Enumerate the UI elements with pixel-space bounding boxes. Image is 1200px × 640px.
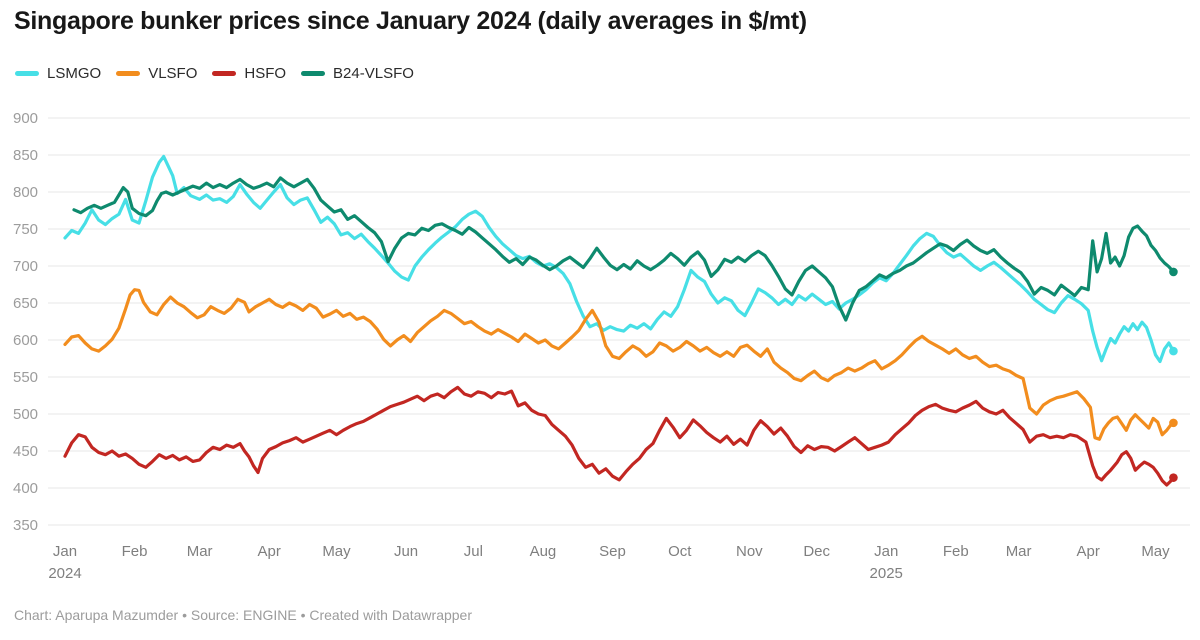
legend-label-lsmgo: LSMGO: [47, 65, 102, 82]
series-endpoint-hsfo[interactable]: [1169, 473, 1178, 482]
x-axis-year-label: 2024: [48, 565, 81, 582]
x-axis-tick-label: Dec: [803, 543, 830, 560]
x-axis-tick-label: Nov: [736, 543, 763, 560]
x-axis-tick-label: Oct: [668, 543, 692, 560]
x-axis-tick-label: Jan: [53, 543, 77, 560]
legend-swatch-b24-vlsfo-icon: [301, 71, 326, 76]
series-line-b24-vlsfo[interactable]: [72, 176, 1176, 322]
x-axis-year-label: 2025: [870, 565, 903, 582]
chart-credit: Chart: Aparupa Mazumder • Source: ENGINE…: [14, 607, 473, 623]
legend-label-b24-vlsfo: B24-VLSFO: [333, 65, 414, 82]
y-axis-tick-label: 750: [13, 221, 38, 238]
x-axis-tick-label: Sep: [599, 543, 626, 560]
legend-item-b24-vlsfo[interactable]: B24-VLSFO: [301, 66, 414, 81]
x-axis-tick-label: Jul: [464, 543, 483, 560]
series-line-hsfo[interactable]: [63, 385, 1176, 487]
y-axis-tick-label: 900: [13, 110, 38, 127]
y-axis-tick-label: 450: [13, 443, 38, 460]
legend-label-hsfo: HSFO: [244, 65, 287, 82]
legend-swatch-vlsfo-icon: [116, 71, 141, 76]
y-axis-tick-label: 850: [13, 147, 38, 164]
legend-item-lsmgo[interactable]: LSMGO: [15, 66, 101, 81]
x-axis-tick-label: May: [1141, 543, 1170, 560]
x-axis-tick-label: Apr: [1077, 543, 1100, 560]
y-axis-tick-label: 600: [13, 332, 38, 349]
x-axis-tick-label: Apr: [258, 543, 281, 560]
x-axis-tick-label: Aug: [530, 543, 557, 560]
y-axis-tick-label: 550: [13, 369, 38, 386]
chart-legend: LSMGO VLSFO HSFO B24-VLSFO: [15, 66, 414, 81]
x-axis-tick-label: May: [322, 543, 351, 560]
series-endpoint-b24-vlsfo[interactable]: [1169, 267, 1178, 277]
legend-item-hsfo[interactable]: HSFO: [212, 66, 286, 81]
x-axis-tick-label: Jun: [394, 543, 418, 560]
x-axis-tick-label: Mar: [187, 543, 213, 560]
legend-label-vlsfo: VLSFO: [148, 65, 198, 82]
y-axis-tick-label: 800: [13, 184, 38, 201]
x-axis-tick-label: Mar: [1006, 543, 1032, 560]
legend-item-vlsfo[interactable]: VLSFO: [116, 66, 197, 81]
legend-swatch-hsfo-icon: [212, 71, 237, 76]
x-axis-tick-label: Jan: [874, 543, 898, 560]
y-axis-tick-label: 350: [13, 517, 38, 534]
x-axis-tick-label: Feb: [122, 543, 148, 560]
series-line-lsmgo[interactable]: [63, 154, 1176, 364]
y-axis-tick-label: 400: [13, 480, 38, 497]
page-title: Singapore bunker prices since January 20…: [14, 7, 807, 35]
legend-swatch-lsmgo-icon: [15, 71, 39, 76]
y-axis-tick-label: 700: [13, 258, 38, 275]
x-axis-tick-label: Feb: [943, 543, 969, 560]
series-line-vlsfo[interactable]: [63, 288, 1176, 441]
series-endpoint-vlsfo[interactable]: [1169, 418, 1178, 428]
series-endpoint-lsmgo[interactable]: [1169, 346, 1178, 356]
y-axis-tick-label: 500: [13, 406, 38, 423]
y-axis-tick-label: 650: [13, 295, 38, 312]
